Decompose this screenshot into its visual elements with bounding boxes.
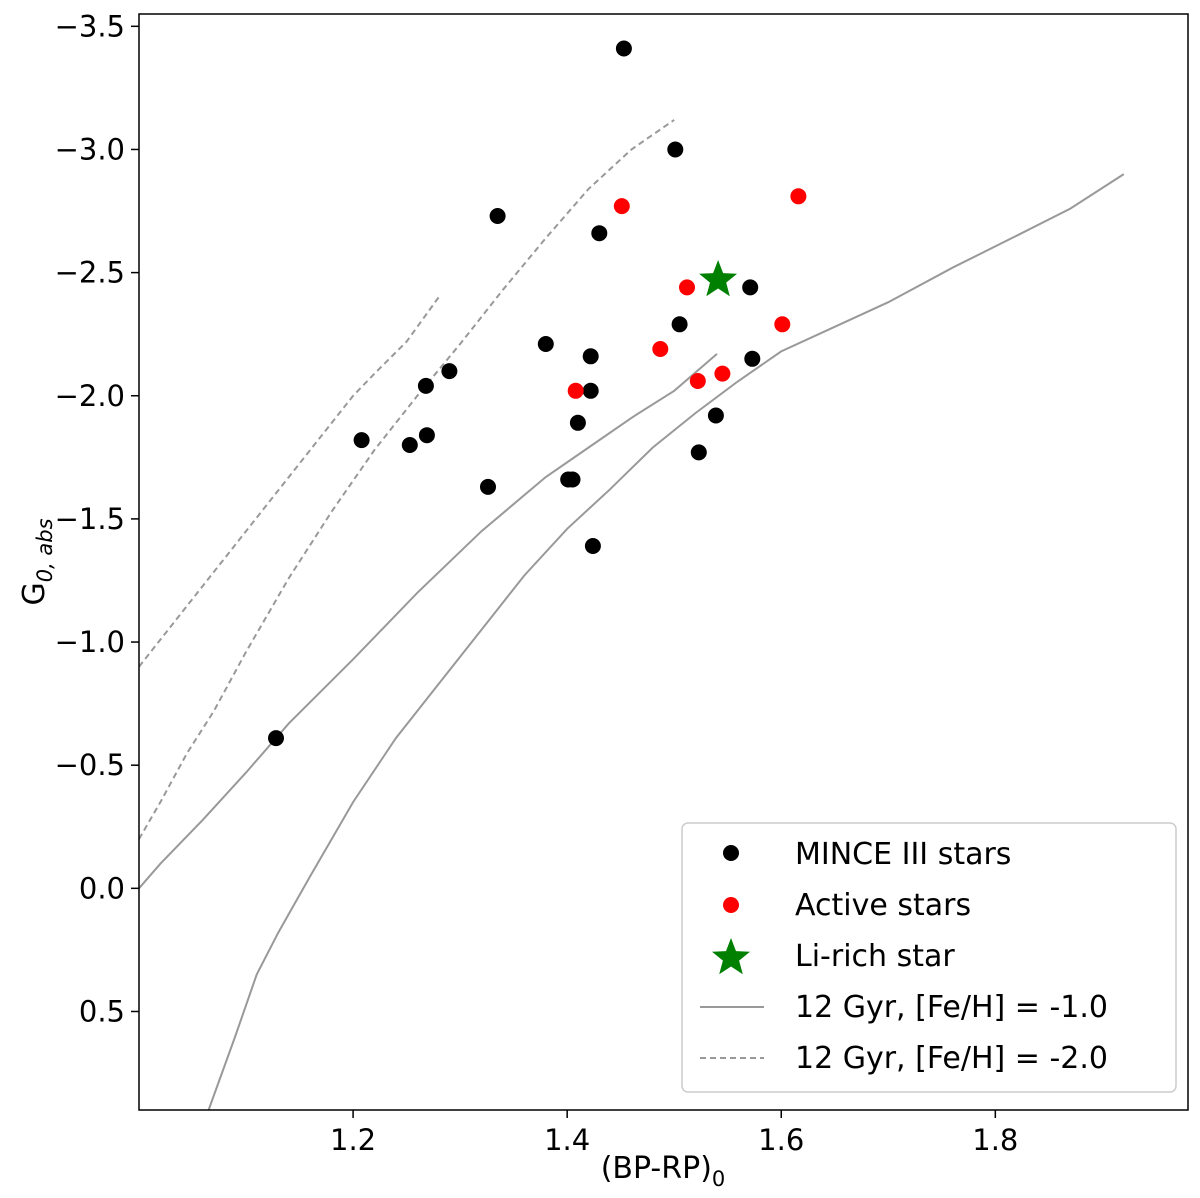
plot-series	[139, 40, 1125, 1110]
legend-label-mince: MINCE III stars	[795, 837, 1011, 872]
mince-iii-stars-point-21	[480, 478, 496, 495]
active-stars-point-1	[613, 198, 630, 215]
active-stars-point-8	[714, 365, 731, 382]
y-tick-label: −1.0	[55, 625, 125, 659]
active-stars-point-2	[790, 188, 807, 205]
legend-marker-active	[723, 897, 739, 913]
isochrone-2-segment-1	[139, 296, 440, 668]
mince-iii-stars-point-13	[569, 414, 586, 431]
mince-iii-stars-point-20	[564, 471, 581, 488]
mince-iii-stars-point-17	[418, 427, 435, 444]
legend-label-feh-1: 12 Gyr, [Fe/H] = -1.0	[795, 990, 1108, 1025]
legend-marker-mince	[723, 845, 739, 861]
y-tick-label: −0.5	[55, 748, 125, 782]
x-axis-label: (BP-RP)0	[601, 1151, 726, 1191]
x-axis-label-subscript: 0	[712, 1167, 725, 1191]
mince-iii-stars-point-1	[615, 40, 632, 57]
mince-iii-stars-point-3	[489, 208, 506, 224]
y-tick-label: −3.5	[55, 9, 125, 43]
x-tick-label: 1.6	[758, 1123, 804, 1157]
mince-iii-stars-point-14	[707, 407, 724, 424]
y-axis-label-subscript: 0, abs	[33, 518, 57, 582]
active-stars-point-7	[689, 373, 706, 389]
mince-iii-stars-point-5	[742, 279, 759, 296]
li-rich-star-point	[699, 260, 738, 297]
y-tick-label: −2.5	[55, 256, 125, 290]
y-tick-label: −3.0	[55, 132, 125, 166]
x-axis-label-main: (BP-RP)	[601, 1151, 712, 1186]
plot-frame	[138, 13, 1189, 1111]
mince-iii-stars-point-2	[667, 141, 684, 158]
isochrone-2-segment-2	[139, 119, 675, 840]
legend-marker-li-rich	[712, 938, 750, 975]
mince-iii-stars-point-4	[591, 225, 608, 242]
mince-iii-stars-point-7	[537, 336, 554, 352]
x-tick-label: 1.2	[330, 1123, 376, 1157]
isochrone-1-segment-2	[207, 173, 1125, 1110]
mince-iii-stars-point-16	[401, 437, 418, 453]
mince-iii-stars-point-15	[353, 432, 370, 449]
legend-box	[681, 822, 1177, 1093]
mince-iii-stars-point-18	[690, 444, 707, 461]
mince-iii-stars-point-10	[744, 350, 761, 367]
y-tick-label: −2.0	[55, 379, 125, 413]
active-stars-point-5	[652, 341, 669, 357]
y-tick-label: 0.0	[79, 871, 125, 905]
active-stars-point-3	[679, 279, 695, 296]
y-tick-label: −1.5	[55, 502, 125, 536]
isochrone-1-segment-1	[139, 353, 718, 889]
legend-label-active: Active stars	[795, 888, 971, 923]
mince-iii-stars-point-22	[584, 538, 601, 554]
active-stars-point-6	[567, 382, 584, 399]
mince-iii-stars-point-6	[671, 316, 688, 333]
mince-iii-stars-point-9	[582, 348, 599, 365]
mince-iii-stars-point-8	[441, 363, 458, 380]
x-tick-label: 1.4	[544, 1123, 590, 1157]
mince-iii-stars-point-11	[417, 377, 434, 394]
y-tick-label: 0.5	[79, 994, 125, 1028]
y-axis-label: G0, abs	[17, 518, 57, 605]
legend-label-li-rich: Li-rich star	[795, 939, 955, 974]
y-axis-label-main: G	[17, 582, 52, 605]
legend-label-feh-2: 12 Gyr, [Fe/H] = -2.0	[795, 1041, 1108, 1076]
mince-iii-stars-point-23	[268, 730, 284, 747]
legend: MINCE III stars Active stars Li-rich sta…	[681, 822, 1177, 1093]
x-tick-label: 1.8	[972, 1123, 1018, 1157]
active-stars-point-4	[774, 316, 791, 333]
mince-iii-stars-point-12	[582, 382, 599, 399]
axis-ticks: 1.2 1.4 1.6 1.8 −3.5 −3.0 −2.5 −2.0 −1.5 −1.0 −0.5…	[55, 9, 1019, 1157]
